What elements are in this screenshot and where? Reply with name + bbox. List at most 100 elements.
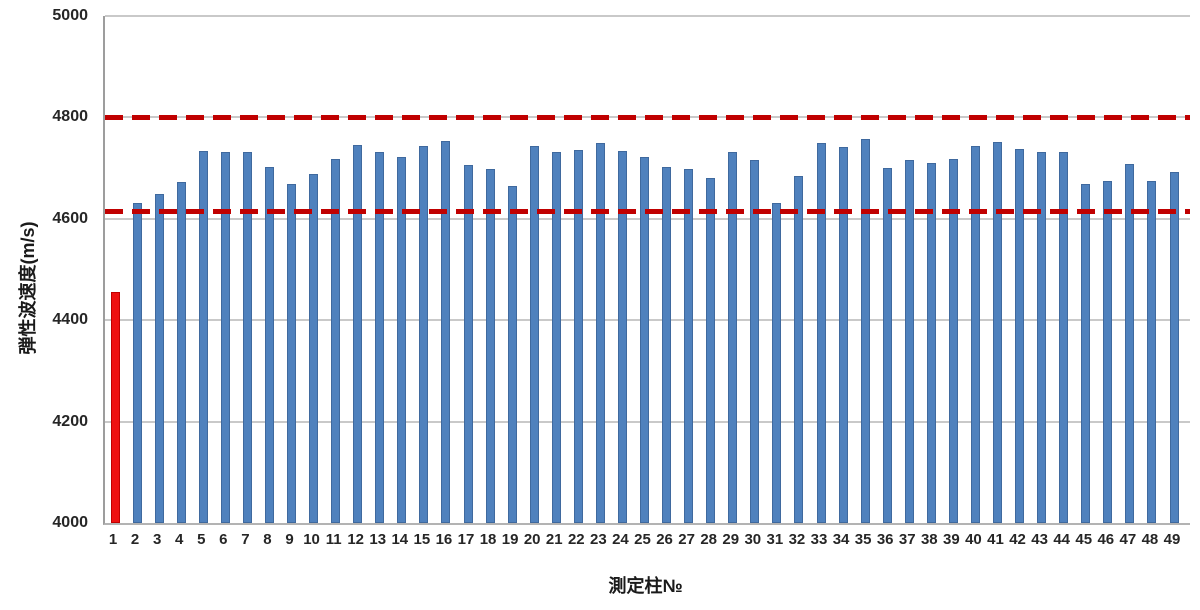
x-tick-label: 27: [678, 531, 695, 548]
bar: [948, 158, 958, 523]
x-tick-label: 39: [943, 531, 960, 548]
bar: [1037, 152, 1047, 523]
bar: [309, 173, 319, 523]
x-tick-label: 45: [1075, 531, 1093, 548]
x-tick-label: 8: [263, 531, 272, 548]
y-axis-title: 弾性波速度(m/s): [18, 221, 38, 355]
bar: [993, 141, 1002, 523]
bar: [176, 182, 186, 523]
x-tick-label: 1: [108, 531, 118, 548]
highlight-bar: [110, 292, 120, 523]
bar: [1125, 163, 1135, 523]
x-tick-label: 12: [347, 531, 365, 548]
x-tick-label: 34: [832, 531, 850, 548]
y-tick-label: 4400: [52, 311, 88, 329]
y-tick-label: 4000: [52, 514, 88, 531]
reference-line-lower-limit: [105, 208, 1190, 214]
x-tick-label: 11: [325, 531, 342, 548]
bar: [1169, 171, 1179, 523]
x-tick-label: 5: [197, 531, 206, 548]
x-tick-label: 18: [479, 531, 497, 548]
bar: [728, 152, 738, 523]
reference-line-upper-limit: [105, 114, 1190, 120]
x-tick-label: 21: [545, 531, 563, 548]
x-tick-label: 19: [501, 531, 519, 548]
x-tick-label: 48: [1141, 531, 1159, 548]
bar: [331, 159, 341, 523]
bar: [529, 146, 539, 523]
bar: [926, 162, 936, 523]
x-tick-label: 40: [965, 531, 982, 548]
x-tick-label: 2: [130, 531, 140, 548]
bar: [198, 151, 208, 523]
x-tick-label: 22: [567, 531, 585, 548]
y-tick-label: 4600: [52, 209, 88, 227]
bar: [617, 151, 627, 523]
x-tick-label: 44: [1053, 531, 1071, 548]
bar: [772, 202, 782, 523]
gridline: [105, 15, 1190, 17]
x-tick-label: 25: [634, 531, 651, 548]
x-tick-label: 31: [766, 531, 784, 548]
x-tick-label: 32: [788, 531, 806, 548]
bar: [287, 184, 296, 523]
bar: [1015, 148, 1025, 523]
bar: [485, 169, 495, 523]
x-tick-label: 23: [590, 531, 607, 548]
bar: [750, 160, 760, 523]
y-tick-label: 4200: [52, 412, 88, 430]
x-tick-label: 46: [1097, 531, 1115, 548]
bar: [264, 166, 274, 523]
bar: [551, 152, 561, 523]
x-tick-label: 3: [152, 531, 162, 548]
x-tick-label: 17: [457, 531, 475, 548]
x-tick-label: 41: [987, 531, 1004, 548]
bar: [132, 202, 142, 523]
y-tick-label: 5000: [52, 7, 88, 24]
x-tick-label: 10: [303, 531, 320, 548]
bar: [397, 157, 407, 523]
bar: [154, 194, 164, 523]
bar: [441, 141, 451, 523]
bar: [353, 145, 363, 523]
x-tick-label: 42: [1009, 531, 1026, 548]
x-tick-label: 24: [612, 531, 629, 548]
bar: [684, 168, 694, 523]
x-tick-label: 16: [435, 531, 453, 548]
plot-area: [103, 15, 1190, 525]
x-tick-label: 14: [391, 531, 409, 548]
bar: [419, 145, 429, 523]
x-tick-label: 15: [413, 531, 431, 548]
bar: [882, 167, 892, 523]
x-tick-label: 35: [854, 531, 872, 548]
x-tick-label: 33: [810, 531, 828, 548]
bar: [662, 167, 672, 523]
x-tick-label: 7: [241, 531, 250, 548]
bar: [242, 152, 252, 523]
bar: [904, 159, 914, 523]
bar: [507, 186, 517, 523]
x-tick-label: 4: [175, 531, 184, 548]
bar: [970, 145, 980, 523]
x-tick-label: 38: [920, 531, 938, 548]
x-tick-label: 26: [656, 531, 673, 548]
bar: [1103, 181, 1113, 523]
x-tick-label: 13: [369, 531, 387, 548]
bar: [573, 149, 583, 523]
x-tick-label: 49: [1163, 531, 1181, 548]
bar: [640, 156, 649, 523]
x-tick-label: 43: [1031, 531, 1048, 548]
x-tick-label: 6: [219, 531, 228, 548]
x-tick-label: 47: [1119, 531, 1137, 548]
bar: [816, 142, 826, 523]
bar: [860, 139, 870, 523]
bar: [1147, 181, 1157, 523]
x-tick-label: 36: [876, 531, 894, 548]
x-tick-label: 29: [722, 531, 740, 548]
x-axis-title: 測定柱№: [608, 576, 683, 596]
bar: [1081, 183, 1091, 523]
bar: [1059, 152, 1069, 523]
bar: [220, 152, 230, 523]
bar: [794, 175, 804, 523]
